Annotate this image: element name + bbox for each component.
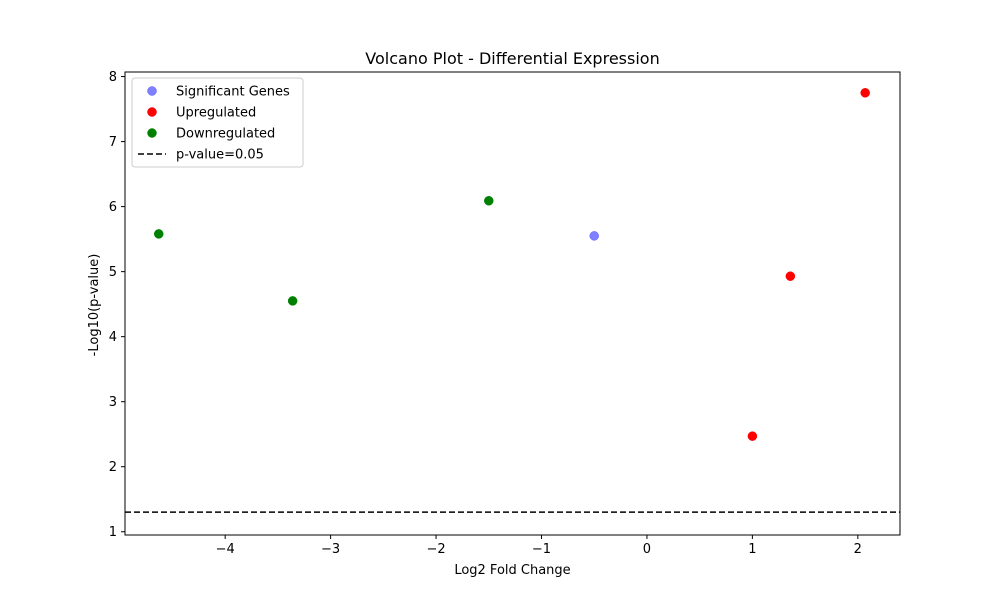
data-point — [747, 431, 758, 441]
plot-frame — [124, 71, 901, 536]
data-point — [785, 271, 796, 281]
y-tick-label: 5 — [109, 265, 117, 280]
x-axis-label: Log2 Fold Change — [454, 563, 570, 578]
y-tick-label: 8 — [109, 70, 117, 85]
x-axis: −4 −3 −2 −1 0 1 2 — [216, 535, 862, 557]
legend-label: Upregulated — [176, 106, 256, 121]
legend-label: p-value=0.05 — [176, 148, 264, 163]
x-tick-label: −4 — [216, 542, 235, 557]
x-tick-label: 1 — [748, 542, 756, 557]
y-tick-label: 6 — [109, 200, 117, 215]
plot-area — [124, 71, 901, 536]
legend: Significant Genes Upregulated Downregulate… — [131, 77, 304, 168]
x-tick-label: −2 — [426, 542, 445, 557]
x-tick-label: 0 — [643, 542, 651, 557]
x-tick-label: −3 — [321, 542, 340, 557]
chart-title: Volcano Plot - Differential Expression — [365, 49, 659, 68]
legend-box — [131, 77, 304, 168]
x-tick-label: −1 — [532, 542, 551, 557]
data-point — [153, 229, 164, 239]
data-point — [860, 88, 870, 98]
y-axis-label: -Log10(p-value) — [87, 254, 102, 357]
legend-label: Significant Genes — [176, 85, 290, 100]
data-point — [287, 296, 298, 306]
y-tick-label: 2 — [109, 460, 117, 475]
y-tick-label: 7 — [109, 135, 117, 150]
data-point — [484, 196, 494, 206]
legend-label: Downregulated — [176, 127, 275, 142]
legend-marker — [147, 86, 157, 96]
y-tick-label: 1 — [109, 525, 117, 540]
x-tick-label: 2 — [854, 542, 862, 557]
legend-marker — [147, 107, 157, 117]
y-tick-label: 4 — [109, 330, 117, 345]
y-axis: 1 2 3 4 5 6 7 8 — [109, 70, 125, 540]
y-tick-label: 3 — [109, 395, 117, 410]
data-point — [589, 231, 599, 241]
legend-marker — [147, 128, 157, 138]
